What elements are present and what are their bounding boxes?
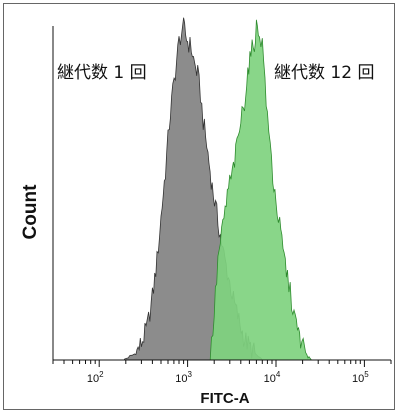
annotation-passage-12: 継代数 12 回: [274, 63, 374, 83]
histogram-plot: 102 103 104 105 継代数 1 回 継代数 12 回 Count FITC-…: [20, 17, 392, 407]
x-tick-label: 103: [175, 370, 192, 385]
annotation-passage-1: 継代数 1 回: [57, 63, 147, 83]
series-layer: [123, 17, 312, 361]
x-axis-label: FITC-A: [200, 390, 249, 407]
histogram-passage-12: [209, 19, 312, 361]
x-tick-label: 102: [87, 370, 104, 385]
y-axis-label: Count: [20, 184, 41, 240]
x-tick-label: 104: [264, 370, 281, 385]
x-tick-layer: 102 103 104 105: [52, 360, 392, 385]
annotation-layer: 継代数 1 回 継代数 12 回: [57, 63, 374, 83]
x-tick-label: 105: [352, 370, 369, 385]
chart-frame: 102 103 104 105 継代数 1 回 継代数 12 回 Count FITC-…: [3, 3, 395, 410]
